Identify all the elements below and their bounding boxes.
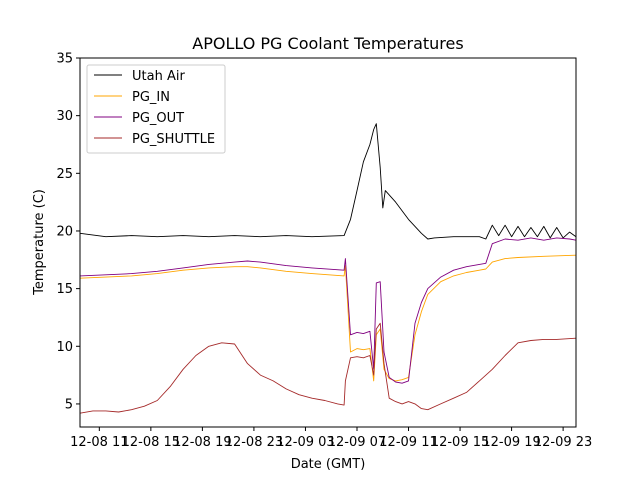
legend-label: PG_OUT [132, 111, 184, 126]
y-tick-label: 30 [56, 109, 73, 124]
x-tick-label: 12-09 15 [431, 435, 489, 450]
series-layer [79, 123, 577, 414]
y-tick-label: 10 [56, 340, 73, 355]
y-tick-label: 15 [56, 282, 73, 297]
x-tick-label: 12-08 19 [173, 435, 231, 450]
legend-box [86, 64, 226, 154]
legend-label: Utah Air [132, 69, 185, 84]
x-tick-label: 12-08 15 [122, 435, 180, 450]
series-line-pg-shuttle [79, 322, 577, 414]
x-tick-label: 12-09 23 [534, 435, 592, 450]
series-line-pg-out [79, 237, 577, 384]
y-axis: 5 10 15 20 25 30 35 [56, 52, 80, 412]
x-tick-label: 12-09 07 [328, 435, 386, 450]
y-tick-label: 35 [56, 52, 73, 67]
x-tick-label: 12-08 11 [70, 435, 128, 450]
chart-title: APOLLO PG Coolant Temperatures [192, 34, 463, 53]
y-axis-label: Temperature (C) [32, 189, 47, 296]
y-tick-label: 25 [56, 167, 73, 182]
plot-frame [79, 57, 577, 428]
series-line-pg-in [79, 254, 577, 382]
y-tick-label: 5 [65, 397, 73, 412]
x-tick-label: 12-09 19 [482, 435, 540, 450]
legend-label: PG_SHUTTLE [132, 132, 215, 147]
legend: Utah Air PG_IN PG_OUT PG_SHUTTLE [86, 64, 226, 154]
series-line-utah-air [79, 123, 577, 240]
x-tick-label: 12-08 23 [225, 435, 283, 450]
legend-label: PG_IN [132, 90, 170, 105]
x-axis-label: Date (GMT) [291, 457, 366, 472]
y-tick-label: 20 [56, 224, 73, 239]
x-tick-label: 12-09 11 [379, 435, 437, 450]
x-tick-label: 12-09 03 [276, 435, 334, 450]
